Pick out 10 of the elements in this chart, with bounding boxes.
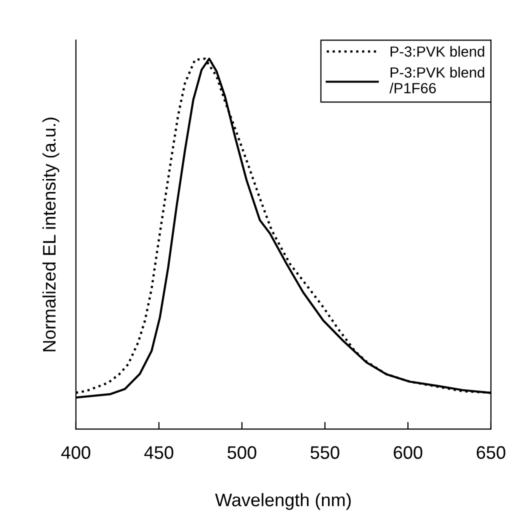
x-tick-label: 550 — [310, 446, 340, 459]
x-axis-title: Wavelength (nm) — [215, 493, 351, 510]
x-tick-label: 400 — [61, 446, 90, 459]
x-tick-label: 450 — [144, 446, 174, 459]
x-tick-label: 500 — [228, 446, 256, 459]
x-tick-label: 650 — [476, 446, 506, 459]
y-axis-title: Normalized EL intensity (a.u.) — [42, 118, 60, 352]
legend-label: P-3:PVK blend /P1F66 — [389, 66, 484, 94]
x-tick-label: 600 — [394, 446, 422, 459]
legend-label: P-3:PVK blend — [390, 46, 484, 57]
